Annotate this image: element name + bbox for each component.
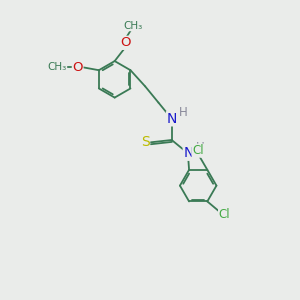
Text: CH₃: CH₃ <box>123 21 142 31</box>
Text: Cl: Cl <box>219 208 230 221</box>
Text: CH₃: CH₃ <box>47 62 67 72</box>
Text: N: N <box>167 112 177 126</box>
Text: H: H <box>178 106 187 119</box>
Text: O: O <box>72 61 83 74</box>
Text: O: O <box>121 36 131 49</box>
Text: Cl: Cl <box>192 144 204 157</box>
Text: N: N <box>183 146 194 160</box>
Text: S: S <box>141 135 150 149</box>
Text: H: H <box>196 141 205 154</box>
